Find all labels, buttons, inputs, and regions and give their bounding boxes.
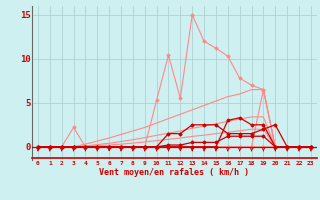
X-axis label: Vent moyen/en rafales ( km/h ): Vent moyen/en rafales ( km/h ): [100, 168, 249, 177]
